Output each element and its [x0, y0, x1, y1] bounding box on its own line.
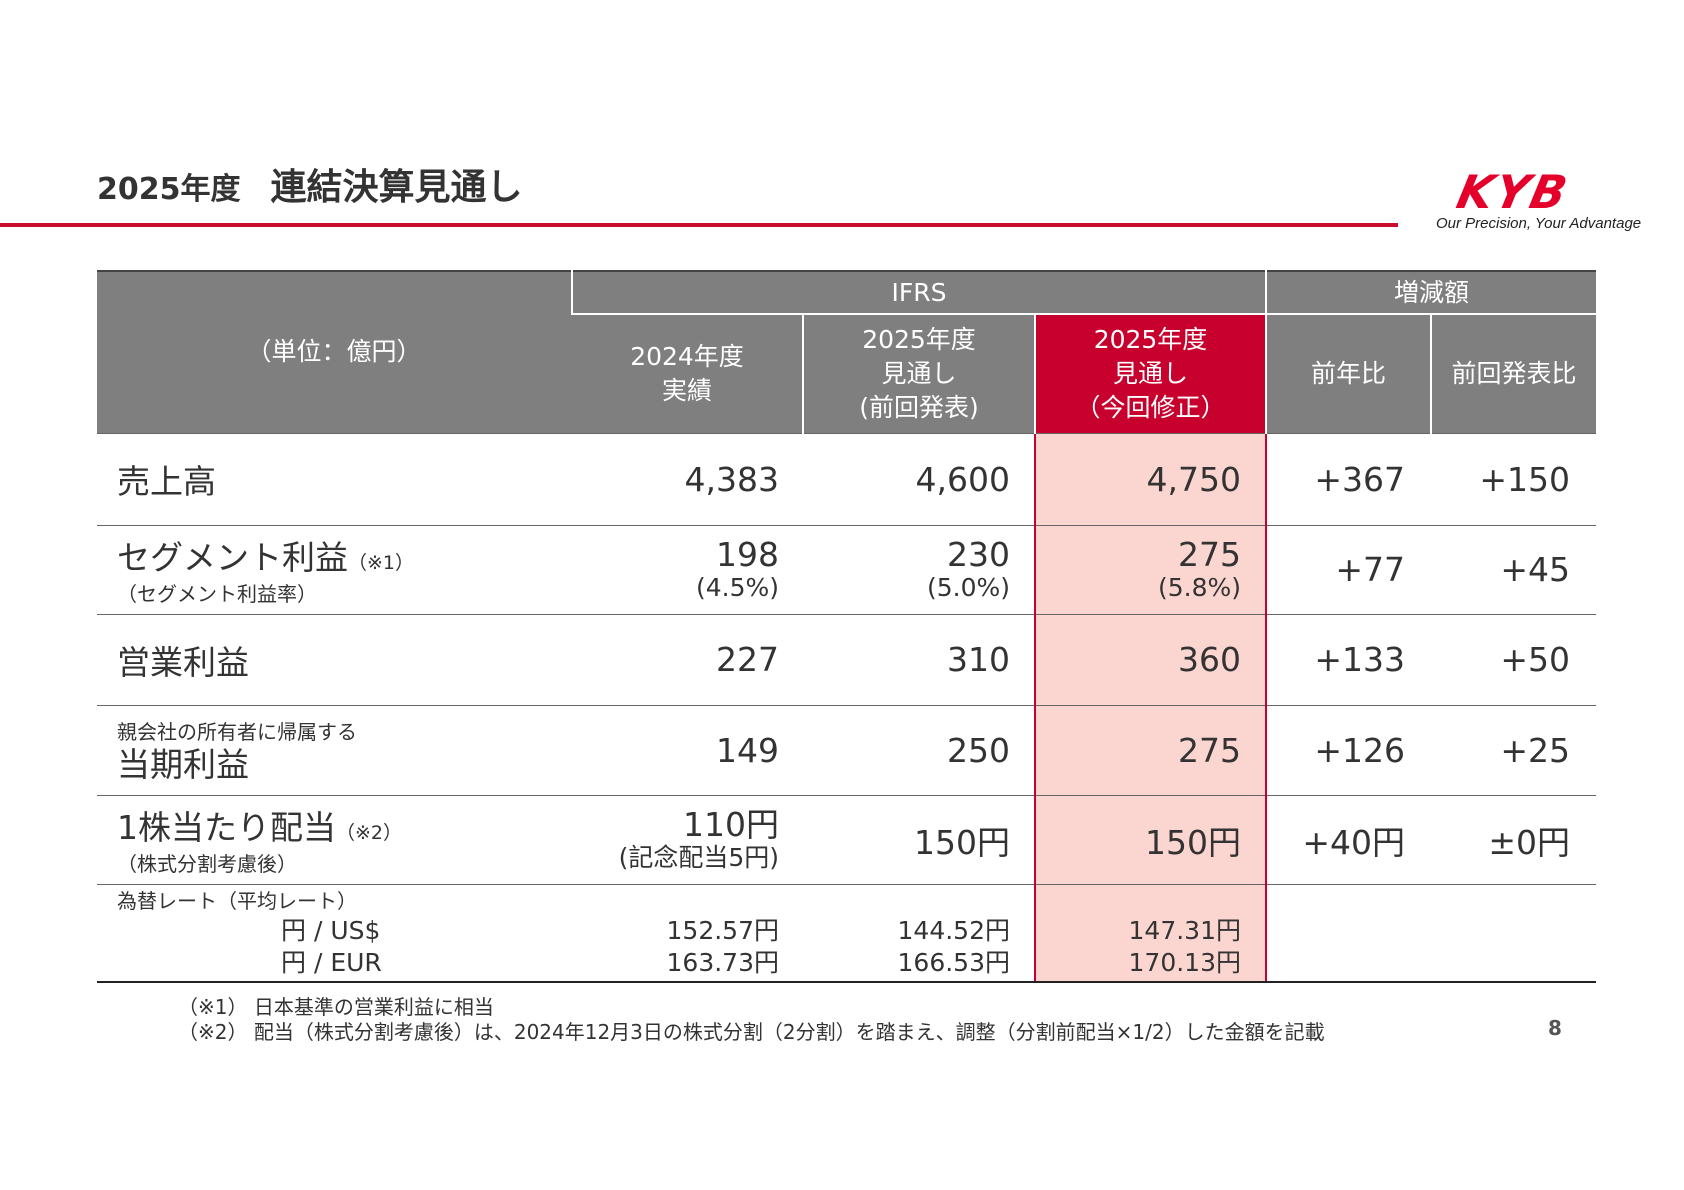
table-row: セグメント利益（※1） （セグメント利益率） 198 (4.5%) 230 (5.0%…: [97, 524, 1597, 614]
fx-label: 為替レート（平均レート） 円 / US$ 円 / EUR: [97, 883, 572, 983]
fx-empty: [1431, 883, 1597, 983]
row-label: セグメント利益（※1） （セグメント利益率）: [97, 524, 572, 614]
cell: 198 (4.5%): [572, 524, 803, 614]
cell: 230 (5.0%): [803, 524, 1035, 614]
cell: +133: [1266, 613, 1431, 705]
ifrs-header: IFRS: [571, 271, 1266, 315]
cell: 360: [1034, 613, 1267, 705]
cell: 150円: [803, 794, 1035, 884]
fx-cell: 147.31円 170.13円: [1034, 883, 1267, 983]
col-vs-previous: 前回発表比: [1429, 314, 1597, 433]
logo-tagline: Our Precision, Your Advantage: [1436, 215, 1642, 232]
title-year: 2025年度: [97, 172, 241, 207]
cell: +45: [1431, 524, 1597, 614]
cell: 275: [1034, 704, 1267, 795]
row-label: 1株当たり配当（※2） （株式分割考慮後）: [97, 794, 572, 884]
cell: 275 (5.8%): [1034, 524, 1267, 614]
kyb-logo: KYB Our Precision, Your Advantage: [1436, 165, 1646, 235]
fx-cell: 152.57円 163.73円: [572, 883, 803, 983]
table-row: 売上高 4,383 4,600 4,750 +367 +150: [97, 432, 1597, 525]
cell: 110円 (記念配当5円): [572, 794, 803, 884]
logo-mark: KYB: [1452, 165, 1574, 219]
cell: 250: [803, 704, 1035, 795]
cell: +126: [1266, 704, 1431, 795]
table-row: 1株当たり配当（※2） （株式分割考慮後） 110円 (記念配当5円) 150円 1…: [97, 794, 1597, 884]
cell: 227: [572, 613, 803, 705]
row-label: 売上高: [97, 432, 572, 525]
page-number: 8: [1548, 1016, 1562, 1040]
footnote-2: （※2） 配当（株式分割考慮後）は、2024年12月3日の株式分割（2分割）を踏…: [178, 1020, 1325, 1044]
col-2024-actual: 2024年度 実績: [572, 314, 803, 433]
title-divider: [0, 223, 1398, 227]
col-2025-previous: 2025年度 見通し (前回発表): [802, 314, 1035, 433]
cell: 4,600: [803, 432, 1035, 525]
unit-label: （単位：億円）: [97, 271, 572, 433]
cell: +40円: [1266, 794, 1431, 884]
cell: 4,750: [1034, 432, 1267, 525]
title-text: 連結決算見通し: [270, 167, 523, 208]
cell: 149: [572, 704, 803, 795]
diff-header: 増減額: [1264, 271, 1597, 315]
fx-row: 為替レート（平均レート） 円 / US$ 円 / EUR 152.57円 163.…: [97, 883, 1597, 983]
cell: +150: [1431, 432, 1597, 525]
fx-empty: [1266, 883, 1431, 983]
table-row: 営業利益 227 310 360 +133 +50: [97, 613, 1597, 705]
forecast-table: （単位：億円） IFRS 増減額 2024年度 実績 2025年度 見通し (前回発表…: [97, 270, 1597, 983]
cell: 150円: [1034, 794, 1267, 884]
cell: ±0円: [1431, 794, 1597, 884]
row-label: 営業利益: [97, 613, 572, 705]
fx-cell: 144.52円 166.53円: [803, 883, 1035, 983]
cell: 310: [803, 613, 1035, 705]
row-label: 親会社の所有者に帰属する 当期利益: [97, 704, 572, 795]
page-title: 2025年度 連結決算見通し: [97, 158, 523, 210]
col-yoy: 前年比: [1265, 314, 1431, 433]
cell: 4,383: [572, 432, 803, 525]
cell: +367: [1266, 432, 1431, 525]
cell: +50: [1431, 613, 1597, 705]
col-2025-revised: 2025年度 見通し （今回修正）: [1034, 314, 1266, 433]
cell: +25: [1431, 704, 1597, 795]
footnote-1: （※1） 日本基準の営業利益に相当: [178, 995, 494, 1019]
table-row: 親会社の所有者に帰属する 当期利益 149 250 275 +126 +25: [97, 704, 1597, 795]
cell: +77: [1266, 524, 1431, 614]
